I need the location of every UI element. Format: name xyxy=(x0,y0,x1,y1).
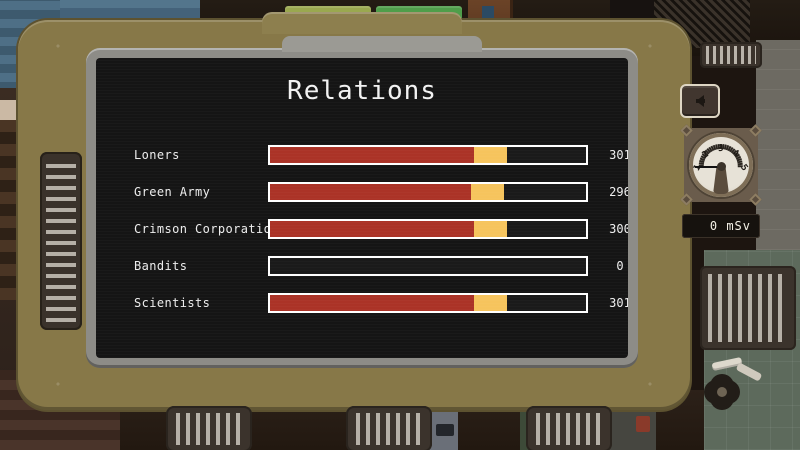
relation-bar xyxy=(268,181,588,202)
relation-row: Loners 301 xyxy=(96,136,628,173)
bezel-notch xyxy=(282,36,482,52)
relation-bar xyxy=(268,292,588,313)
faction-name: Green Army xyxy=(134,184,211,199)
page-title: Relations xyxy=(287,76,437,106)
relation-bar-fill xyxy=(270,146,474,163)
console-bottom-vent-2 xyxy=(346,406,432,450)
relation-row: Bandits 0 xyxy=(96,247,628,284)
console-right-vent-bottom xyxy=(700,266,796,350)
world-prop-small-b xyxy=(636,416,650,432)
relation-bar-fill xyxy=(270,220,474,237)
relation-bar xyxy=(268,255,588,276)
gauge-tick-marks xyxy=(699,144,743,188)
console-right-vent-top xyxy=(700,42,762,68)
relation-bar-marker xyxy=(474,294,507,311)
relation-bar-marker xyxy=(474,146,507,163)
gauge-label-3: 3 xyxy=(717,143,724,155)
world-prop-small-a xyxy=(436,424,454,436)
faction-name: Bandits xyxy=(134,258,188,273)
gauge-hub xyxy=(716,161,726,171)
relation-value: 301 xyxy=(609,147,628,162)
relation-row: Green Army 296 xyxy=(96,173,628,210)
cog-icon xyxy=(708,378,736,406)
gauge-base-shape xyxy=(713,166,729,195)
relation-value: 301 xyxy=(609,295,628,310)
relation-value: 300 xyxy=(609,221,628,236)
relation-value: 296 xyxy=(609,184,628,199)
world-right-tiles xyxy=(756,40,800,250)
screen-bezel: Relations Loners 301 Green Army 296 Crimson … xyxy=(86,36,638,368)
console-bottom-vent-3 xyxy=(526,406,612,450)
faction-name: Crimson Corporation xyxy=(134,221,279,236)
crt-display: Relations Loners 301 Green Army 296 Crimson … xyxy=(96,58,628,358)
gauge-tick xyxy=(720,144,722,150)
relation-value: 0 xyxy=(616,258,624,273)
relation-bar-marker xyxy=(474,220,507,237)
relation-bar-marker xyxy=(471,183,504,200)
radiation-readout-value: 0 mSv xyxy=(709,219,751,233)
relations-list: Loners 301 Green Army 296 Crimson Corporatio… xyxy=(96,136,628,321)
console-left-vent xyxy=(40,152,82,330)
arrow-left-icon xyxy=(696,95,705,107)
console-bottom-vent-1 xyxy=(166,406,252,450)
relation-row: Scientists 301 xyxy=(96,284,628,321)
relation-bar xyxy=(268,218,588,239)
relation-bar-fill xyxy=(270,294,474,311)
back-button[interactable] xyxy=(680,84,720,118)
relation-bar-fill xyxy=(270,183,471,200)
radiation-readout: 0 mSv xyxy=(682,214,760,238)
relation-row: Crimson Corporation 300 xyxy=(96,210,628,247)
faction-name: Loners xyxy=(134,147,180,162)
relation-bar xyxy=(268,144,588,165)
console-top-tab xyxy=(262,12,462,34)
relations-console-panel: Relations Loners 301 Green Army 296 Crimson … xyxy=(18,12,690,450)
faction-name: Scientists xyxy=(134,295,211,310)
